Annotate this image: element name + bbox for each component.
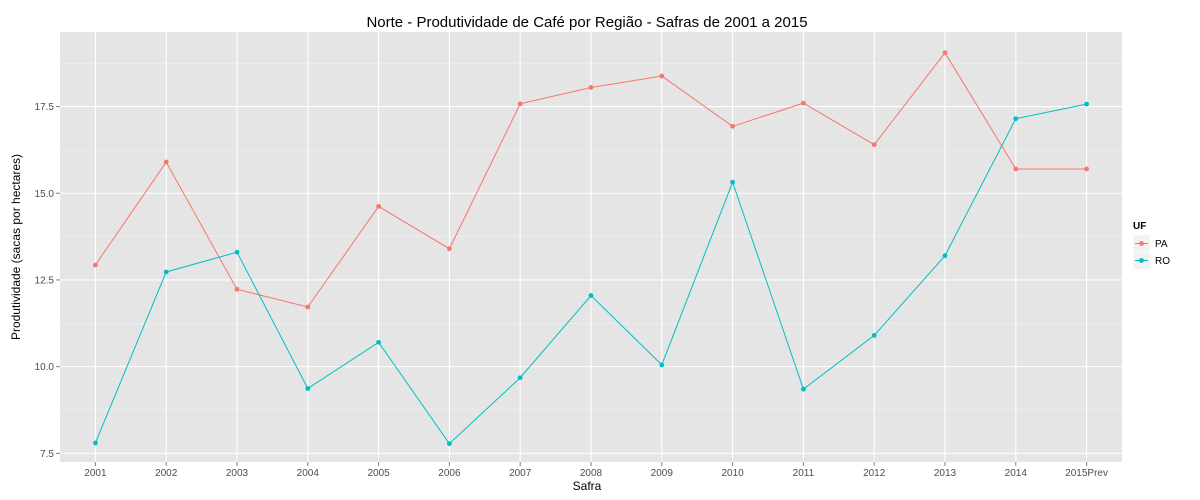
data-point-ro (1013, 116, 1019, 122)
data-point-ro (376, 339, 381, 345)
data-point-ro (942, 253, 948, 259)
legend-items: PA RO (1132, 234, 1170, 270)
data-point-ro (1084, 101, 1089, 107)
data-point-ro (871, 333, 877, 338)
y-tick-label: 15.0 (35, 189, 55, 200)
x-axis-ticks: 2001 2002 2003 2004 2005 2006 2007 2008 2009 2010… (84, 462, 1108, 479)
data-point-pa (730, 123, 735, 129)
y-tick-label: 10.0 (35, 362, 55, 373)
x-tick-label: 2012 (863, 468, 886, 479)
data-point-pa (588, 85, 594, 90)
legend-title: UF (1133, 221, 1146, 232)
data-point-pa (234, 286, 240, 292)
data-point-ro (659, 362, 665, 368)
data-point-ro (305, 386, 311, 391)
legend-key-point-ro (1139, 258, 1144, 263)
y-axis-ticks: 7.5 10.0 12.5 15.0 17.5 (35, 102, 60, 460)
y-axis-title: Produtividade (sacas por hectares) (9, 154, 23, 340)
x-tick-label: 2009 (651, 468, 674, 479)
data-point-ro (93, 440, 98, 446)
series-pa (93, 50, 1089, 310)
data-point-ro (730, 179, 735, 185)
x-tick-label: 2007 (509, 468, 532, 479)
x-tick-label: 2001 (84, 468, 107, 479)
data-point-ro (447, 441, 452, 447)
legend: UF PA RO (1132, 221, 1170, 270)
x-tick-label: 2006 (438, 468, 461, 479)
data-point-pa (942, 50, 948, 56)
x-tick-label: 2014 (1005, 468, 1028, 479)
data-point-ro (588, 293, 594, 298)
series-ro (93, 101, 1089, 447)
data-point-ro (801, 386, 806, 392)
x-tick-label: 2005 (367, 468, 390, 479)
grid-lines (60, 32, 1122, 462)
data-point-pa (447, 246, 452, 252)
data-point-pa (93, 262, 98, 268)
legend-label-pa: PA (1155, 239, 1168, 250)
chart-title: Norte - Produtividade de Café por Região… (366, 14, 807, 31)
data-point-pa (659, 73, 665, 79)
data-point-ro (163, 269, 169, 275)
x-tick-label: 2003 (226, 468, 249, 479)
x-tick-label: 2011 (793, 468, 815, 479)
x-tick-label: 2010 (721, 468, 744, 479)
data-point-pa (376, 204, 381, 209)
data-point-ro (517, 375, 523, 381)
x-axis-title: Safra (573, 479, 602, 493)
data-point-pa (305, 304, 311, 310)
series-layer (93, 50, 1089, 447)
data-point-ro (234, 249, 240, 255)
x-tick-label: 2008 (580, 468, 603, 479)
data-point-pa (871, 142, 877, 148)
data-point-pa (517, 101, 523, 107)
legend-label-ro: RO (1155, 256, 1170, 267)
x-tick-label: 2015Prev (1065, 468, 1108, 479)
data-point-pa (1084, 166, 1089, 172)
data-point-pa (163, 159, 169, 165)
data-point-pa (801, 100, 806, 106)
x-tick-label: 2013 (934, 468, 957, 479)
legend-key-point-pa (1139, 241, 1144, 246)
y-tick-label: 17.5 (35, 102, 55, 113)
x-tick-label: 2002 (155, 468, 178, 479)
y-tick-label: 12.5 (35, 275, 55, 286)
x-tick-label: 2004 (297, 468, 320, 479)
data-point-pa (1013, 166, 1019, 172)
y-tick-label: 7.5 (40, 449, 54, 460)
